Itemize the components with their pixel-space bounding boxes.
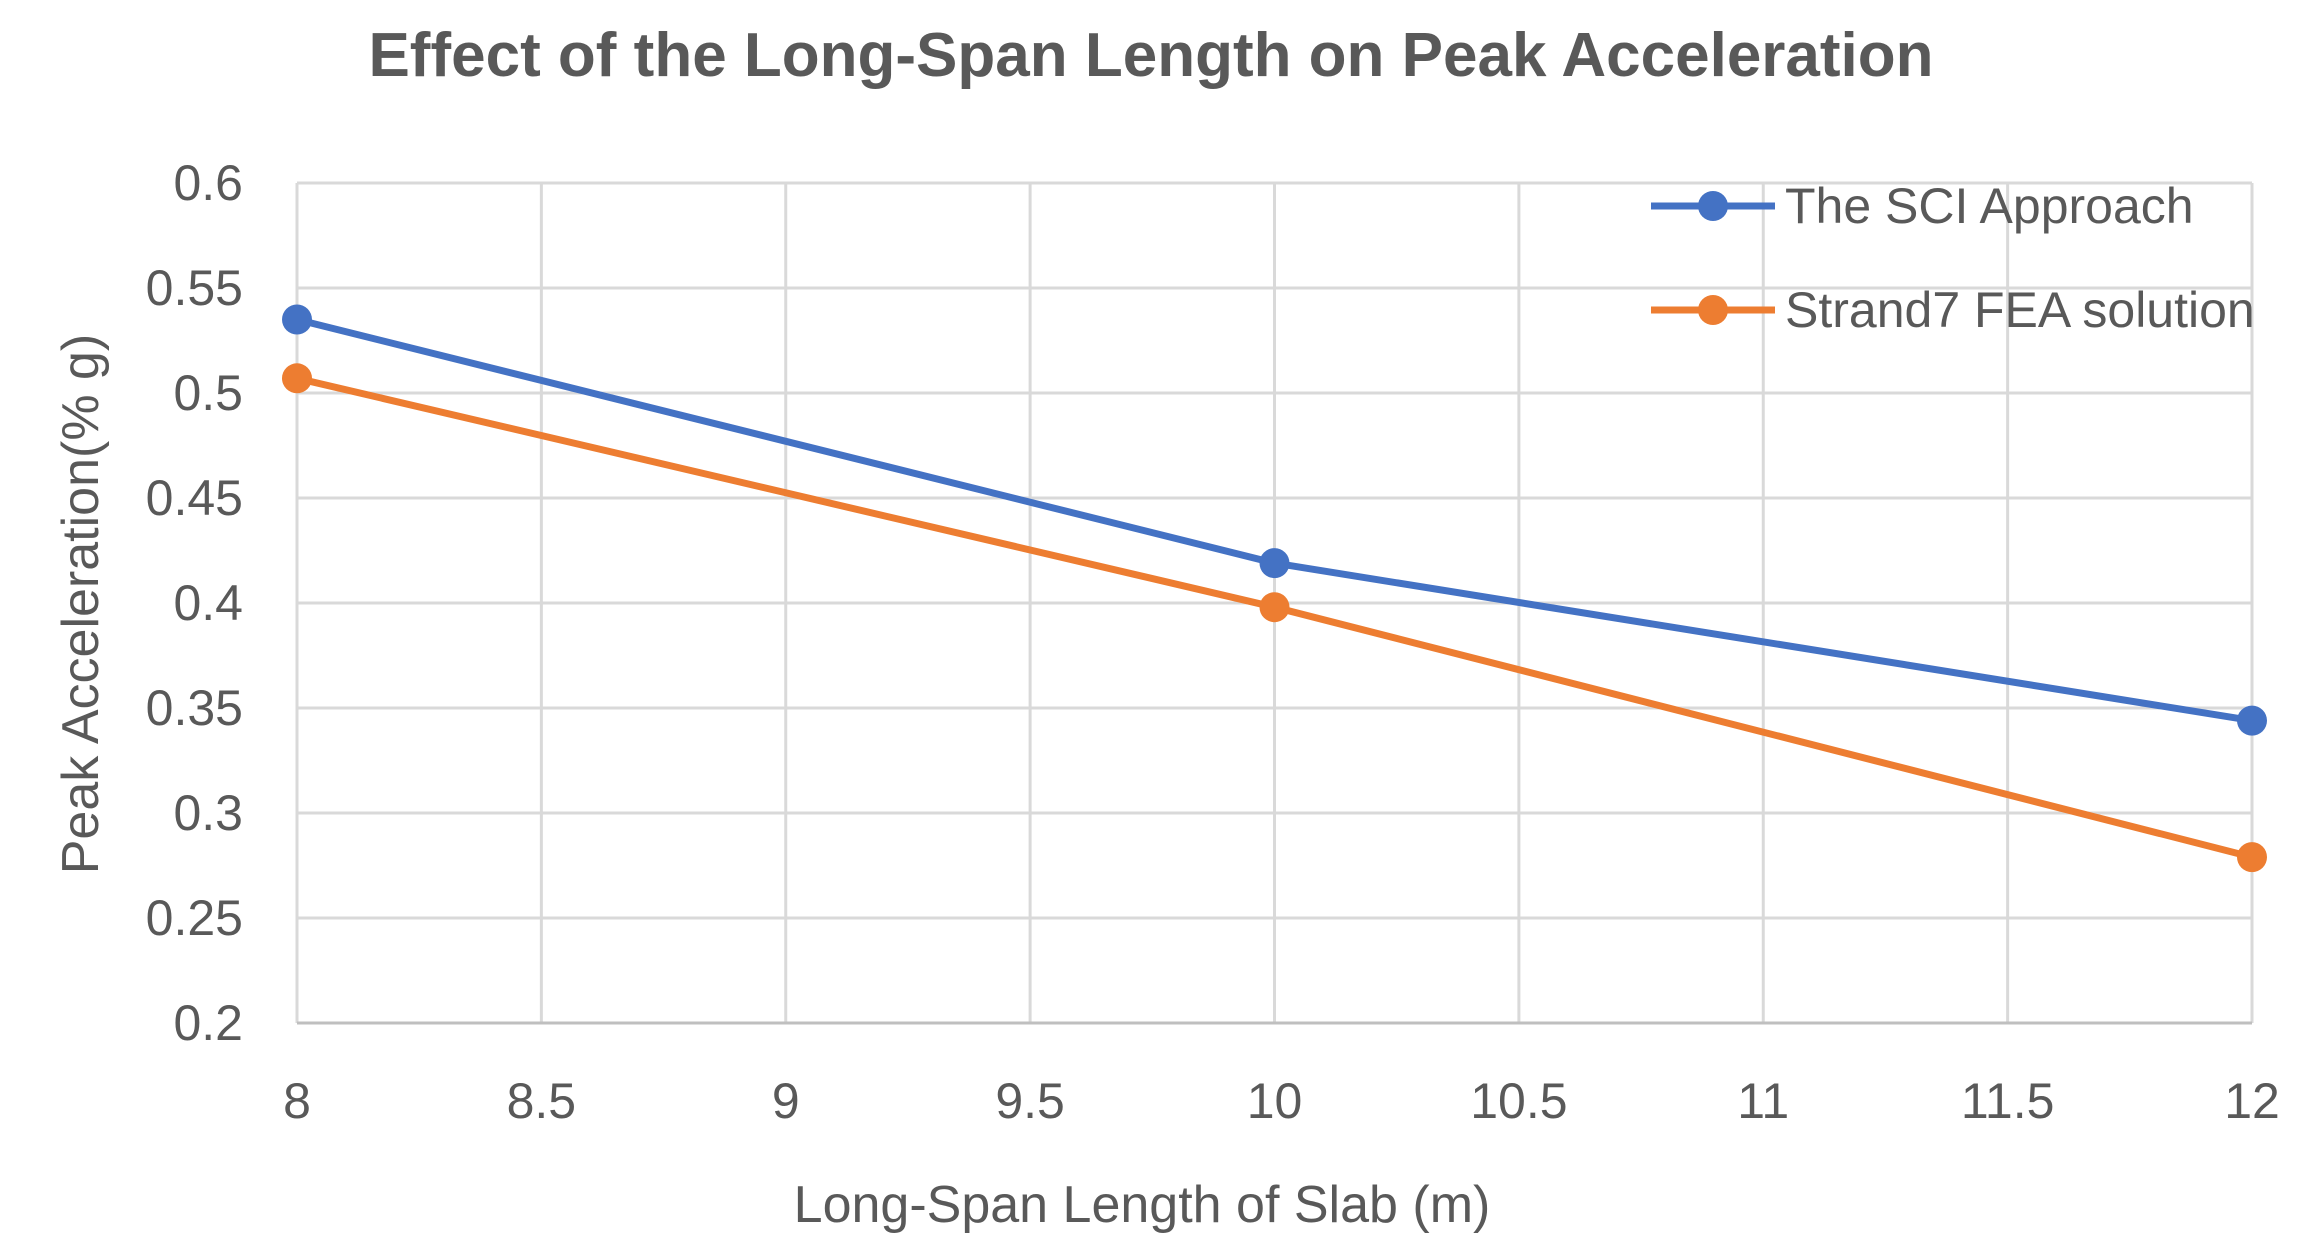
x-tick-label: 9.5: [995, 1073, 1065, 1129]
legend: The SCI Approach Strand7 FEA solution: [1651, 178, 2255, 338]
x-tick-label: 8: [283, 1073, 311, 1129]
y-tick-label: 0.3: [173, 785, 243, 841]
data-point: [282, 363, 312, 394]
x-axis-tick-labels: 8 8.5 9 9.5 10 10.5 11 11.5 12: [283, 1073, 2280, 1129]
chart-title: Effect of the Long-Span Length on Peak A…: [368, 21, 1933, 90]
x-tick-label: 9: [772, 1073, 800, 1129]
data-point: [1259, 548, 1290, 579]
legend-item: Strand7 FEA solution: [1651, 282, 2255, 338]
x-axis-label: Long-Span Length of Slab (m): [794, 1176, 1491, 1234]
y-tick-label: 0.45: [146, 470, 243, 526]
data-point: [1259, 592, 1290, 623]
data-point: [2237, 842, 2267, 873]
x-tick-label: 10.5: [1470, 1073, 1567, 1129]
data-point: [282, 304, 312, 335]
data-point: [2237, 705, 2267, 736]
x-tick-label: 12: [2224, 1073, 2280, 1129]
series-1: [282, 304, 2267, 736]
legend-label: The SCI Approach: [1785, 178, 2194, 234]
legend-swatch-marker: [1698, 295, 1728, 325]
y-tick-label: 0.35: [146, 680, 243, 736]
x-tick-label: 10: [1247, 1073, 1303, 1129]
y-tick-label: 0.25: [146, 890, 243, 946]
y-tick-label: 0.6: [173, 155, 243, 211]
y-tick-label: 0.55: [146, 260, 243, 316]
series-group: [282, 304, 2267, 873]
legend-label: Strand7 FEA solution: [1785, 282, 2255, 338]
y-tick-label: 0.4: [173, 575, 243, 631]
x-tick-label: 11.5: [1961, 1073, 2055, 1129]
y-axis-label: Peak Acceleration(% g): [52, 334, 110, 875]
y-tick-label: 0.5: [173, 365, 243, 421]
legend-swatch-marker: [1698, 191, 1728, 221]
y-tick-label: 0.2: [173, 995, 243, 1051]
x-tick-label: 11: [1737, 1073, 1789, 1129]
x-tick-label: 8.5: [507, 1073, 577, 1129]
legend-item: The SCI Approach: [1651, 178, 2194, 234]
y-axis-tick-labels: 0.2 0.25 0.3 0.35 0.4 0.45 0.5 0.55 0.6: [146, 155, 243, 1051]
series-2: [282, 363, 2267, 873]
